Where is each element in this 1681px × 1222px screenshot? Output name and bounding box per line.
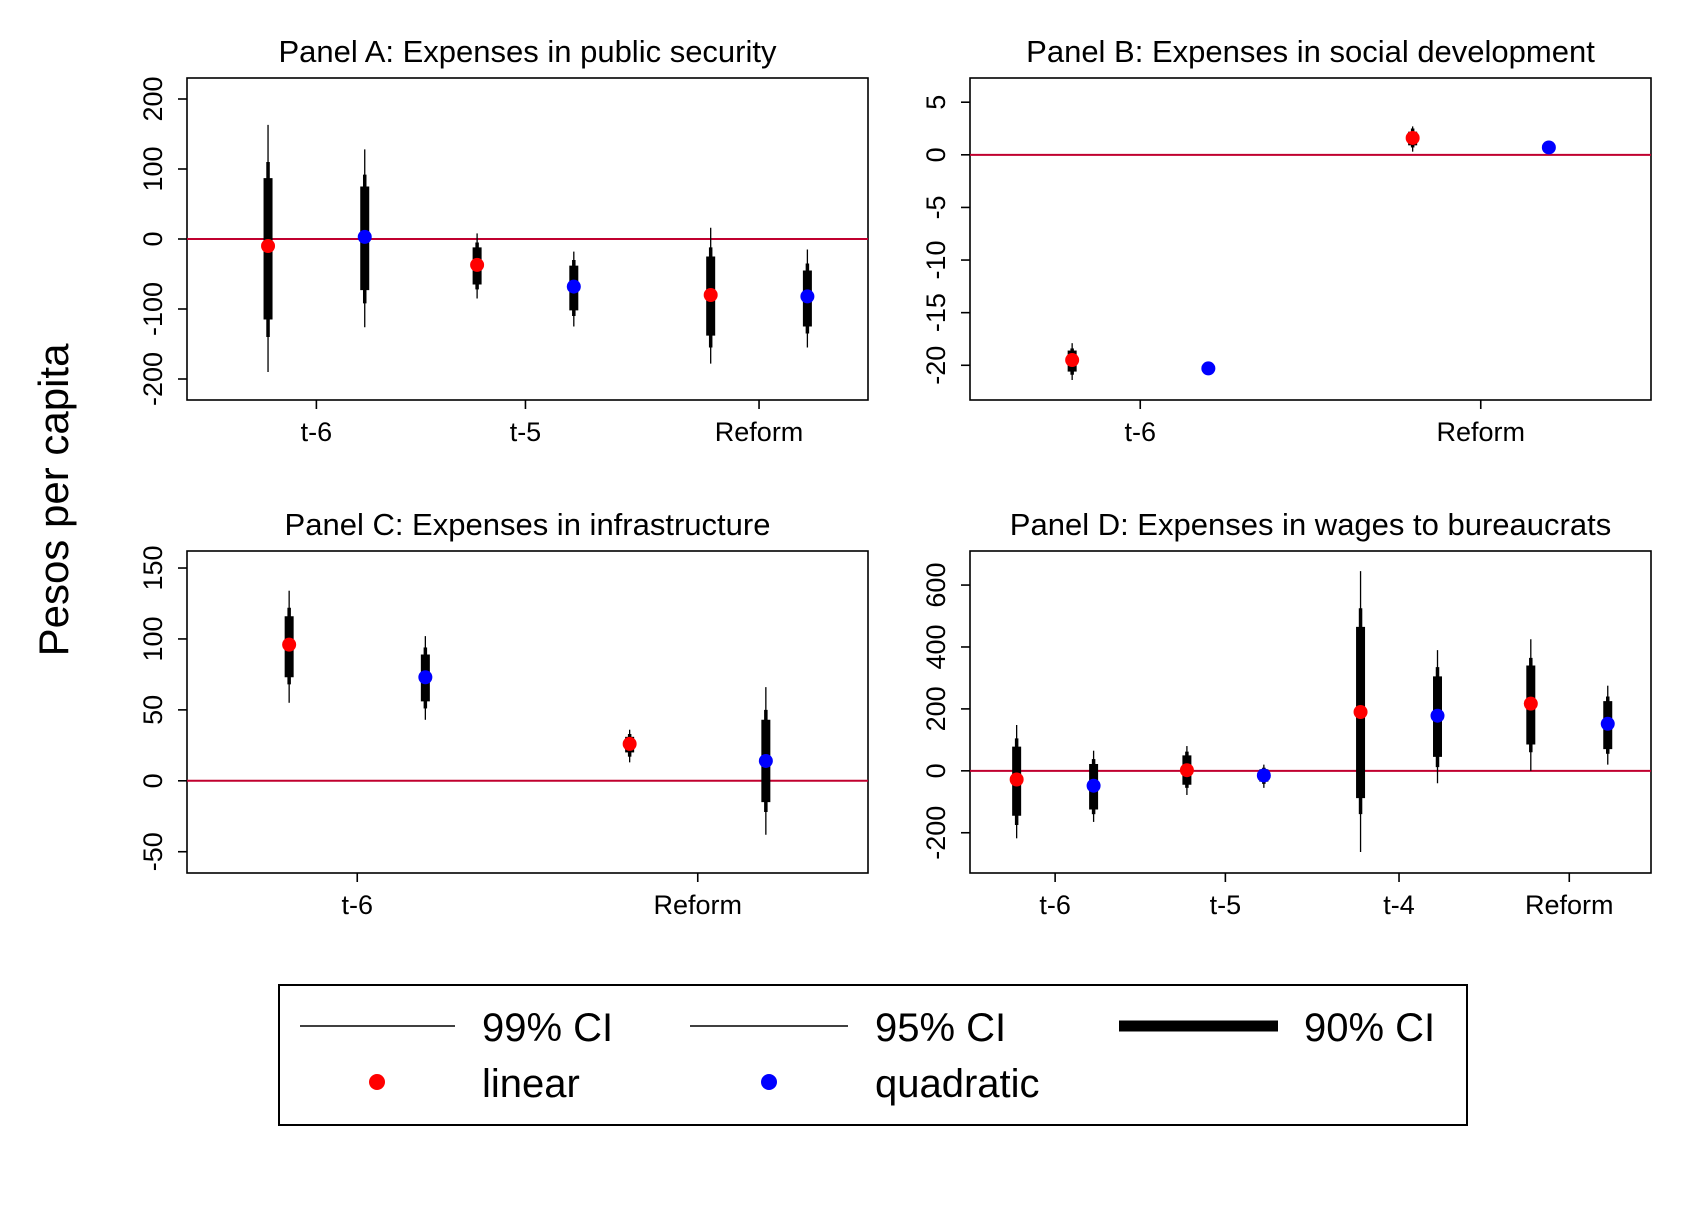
y-tick-label: 0 xyxy=(138,231,168,246)
panel-a: Panel A: Expenses in public security -200… xyxy=(138,34,869,447)
y-tick-label: -5 xyxy=(921,195,951,219)
linear-estimate-point xyxy=(1179,763,1194,778)
y-tick-label: -20 xyxy=(921,346,951,385)
y-tick-label: -200 xyxy=(921,806,951,860)
y-tick-label: 400 xyxy=(921,624,951,669)
x-tick-label: Reform xyxy=(715,417,804,447)
x-tick-label: Reform xyxy=(1525,890,1614,920)
legend-frame xyxy=(278,984,1468,1126)
linear-estimate-point xyxy=(470,257,485,272)
y-tick-label: 0 xyxy=(921,763,951,778)
x-tick-label: t-5 xyxy=(510,417,542,447)
x-tick-label: t-5 xyxy=(1210,890,1242,920)
legend-label-linear: linear xyxy=(482,1062,580,1106)
linear-estimate-point xyxy=(703,288,718,302)
linear-estimate-point xyxy=(1065,353,1080,368)
quadratic-estimate-point xyxy=(418,670,433,685)
y-tick-label: 150 xyxy=(138,545,168,590)
linear-estimate-point xyxy=(1353,705,1368,719)
linear-estimate-point xyxy=(1009,772,1024,787)
legend: 99% CI 95% CI 90% CI linear quadratic xyxy=(278,984,1468,1126)
quadratic-estimate-point xyxy=(1600,716,1615,731)
x-tick-label: t-6 xyxy=(341,890,373,920)
y-tick-label: 100 xyxy=(138,616,168,661)
y-tick-label: -15 xyxy=(921,293,951,332)
legend-label-90-ci: 90% CI xyxy=(1304,1006,1435,1050)
x-tick-label: Reform xyxy=(653,890,742,920)
y-tick-label: 200 xyxy=(921,686,951,731)
linear-estimate-point xyxy=(1523,696,1538,711)
quadratic-estimate-point xyxy=(357,229,372,244)
legend-label-99-ci: 99% CI xyxy=(482,1006,613,1050)
y-tick-label: 0 xyxy=(138,773,168,788)
y-tick-label: 600 xyxy=(921,563,951,608)
y-tick-label: 5 xyxy=(921,95,951,110)
quadratic-estimate-point xyxy=(1541,140,1556,155)
x-tick-label: Reform xyxy=(1436,417,1525,447)
panel-title: Panel B: Expenses in social development xyxy=(1026,34,1595,69)
y-tick-label: -200 xyxy=(138,352,168,406)
linear-estimate-point xyxy=(282,637,297,652)
linear-estimate-point xyxy=(622,736,637,751)
plot-frame xyxy=(969,550,1652,874)
legend-label-quadratic: quadratic xyxy=(875,1062,1040,1106)
y-tick-label: -100 xyxy=(138,282,168,336)
x-tick-label: t-6 xyxy=(301,417,333,447)
y-tick-label: 200 xyxy=(138,76,168,121)
x-tick-label: t-4 xyxy=(1383,890,1415,920)
y-tick-label: -50 xyxy=(138,832,168,871)
legend-marker-linear xyxy=(369,1074,385,1090)
panels: Panel A: Expenses in public security-200… xyxy=(138,34,1652,920)
quadratic-estimate-point xyxy=(1086,778,1101,793)
panel-b: Panel B: Expenses in social development -… xyxy=(921,34,1652,447)
quadratic-estimate-point xyxy=(800,289,815,304)
x-tick-label: t-6 xyxy=(1039,890,1071,920)
panel-d: Panel D: Expenses in wages to bureaucrat… xyxy=(921,507,1652,920)
quadratic-estimate-point xyxy=(1430,708,1445,723)
linear-estimate-point xyxy=(261,239,276,253)
legend-label-95-ci: 95% CI xyxy=(875,1006,1006,1050)
panel-title: Panel A: Expenses in public security xyxy=(279,34,777,69)
quadratic-estimate-point xyxy=(1201,361,1216,376)
quadratic-estimate-point xyxy=(566,279,581,294)
panel-c: Panel C: Expenses in infrastructure -50 0 5… xyxy=(138,507,869,920)
panel-title: Panel C: Expenses in infrastructure xyxy=(285,507,771,542)
y-tick-label: 0 xyxy=(921,147,951,162)
quadratic-estimate-point xyxy=(758,753,773,768)
x-tick-label: t-6 xyxy=(1124,417,1156,447)
y-tick-label: 100 xyxy=(138,146,168,191)
linear-estimate-point xyxy=(1405,130,1420,145)
y-tick-label: 50 xyxy=(138,695,168,725)
legend-marker-quadratic xyxy=(761,1074,777,1090)
quadratic-estimate-point xyxy=(1256,768,1271,783)
plot-frame xyxy=(969,77,1652,401)
panel-title: Panel D: Expenses in wages to bureaucrat… xyxy=(1010,507,1611,542)
y-tick-label: -10 xyxy=(921,241,951,280)
figure-ylabel: Pesos per capita xyxy=(30,343,77,656)
plot-frame xyxy=(186,550,869,874)
